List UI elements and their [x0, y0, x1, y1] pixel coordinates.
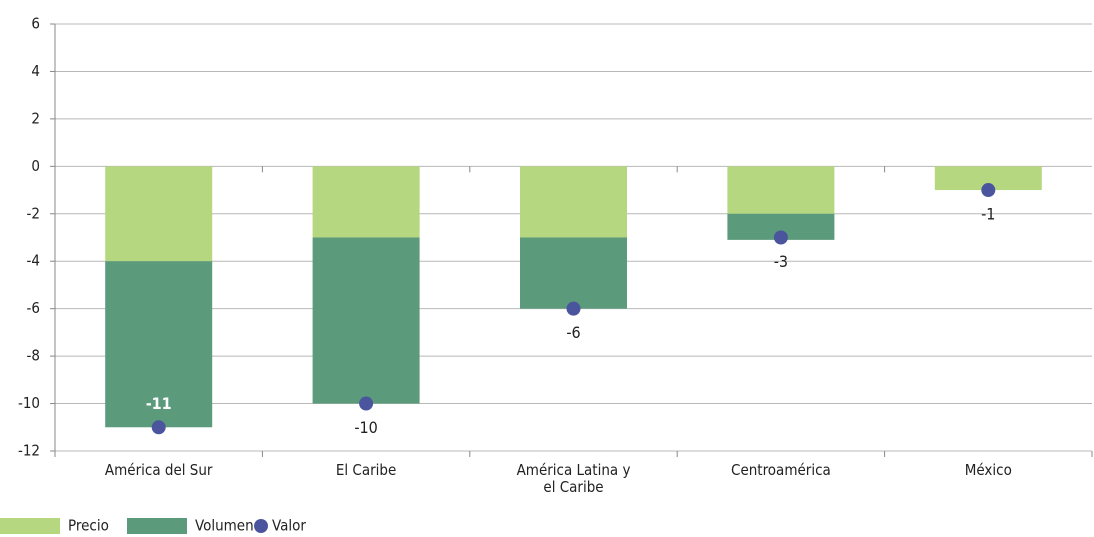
y-tick-label: -10	[18, 394, 40, 412]
bar	[105, 261, 213, 428]
value-label: -1	[981, 205, 995, 224]
bar	[520, 237, 627, 309]
legend-label: Valor	[272, 517, 306, 535]
x-tick-label: América Latina y el Caribe	[516, 461, 631, 496]
y-tick-label: -8	[27, 347, 40, 365]
x-tick-label: Centroamérica	[731, 461, 831, 479]
y-tick-label: -2	[27, 204, 40, 222]
bar	[727, 166, 835, 214]
x-tick-label: América del Sur	[104, 461, 213, 479]
legend-swatch	[0, 518, 60, 534]
legend-label: Volumen	[195, 517, 254, 535]
bar	[520, 166, 627, 238]
value-label: -3	[774, 252, 788, 271]
y-tick-label: 0	[31, 157, 40, 175]
y-tick-label: -12	[18, 442, 40, 460]
y-tick-label: -6	[27, 299, 40, 317]
bar	[312, 166, 420, 238]
x-tick-label: El Caribe	[335, 461, 397, 479]
y-tick-label: 6	[31, 15, 40, 33]
x-tick-label: México	[964, 461, 1012, 479]
value-label: -6	[566, 323, 580, 342]
y-tick-label: -4	[27, 252, 40, 270]
dot	[981, 183, 996, 198]
bar	[312, 237, 420, 404]
dot	[566, 301, 581, 316]
legend-label: Precio	[68, 517, 109, 535]
bar	[105, 166, 213, 262]
dot	[773, 230, 788, 245]
bar	[934, 166, 1042, 191]
legend-swatch	[127, 518, 187, 534]
dot	[151, 420, 166, 435]
value-label: -11	[146, 394, 172, 413]
value-label: -10	[354, 418, 378, 437]
y-tick-label: 4	[31, 62, 40, 80]
legend-marker	[254, 519, 268, 533]
dot	[359, 396, 374, 411]
y-tick-label: 2	[31, 109, 40, 127]
